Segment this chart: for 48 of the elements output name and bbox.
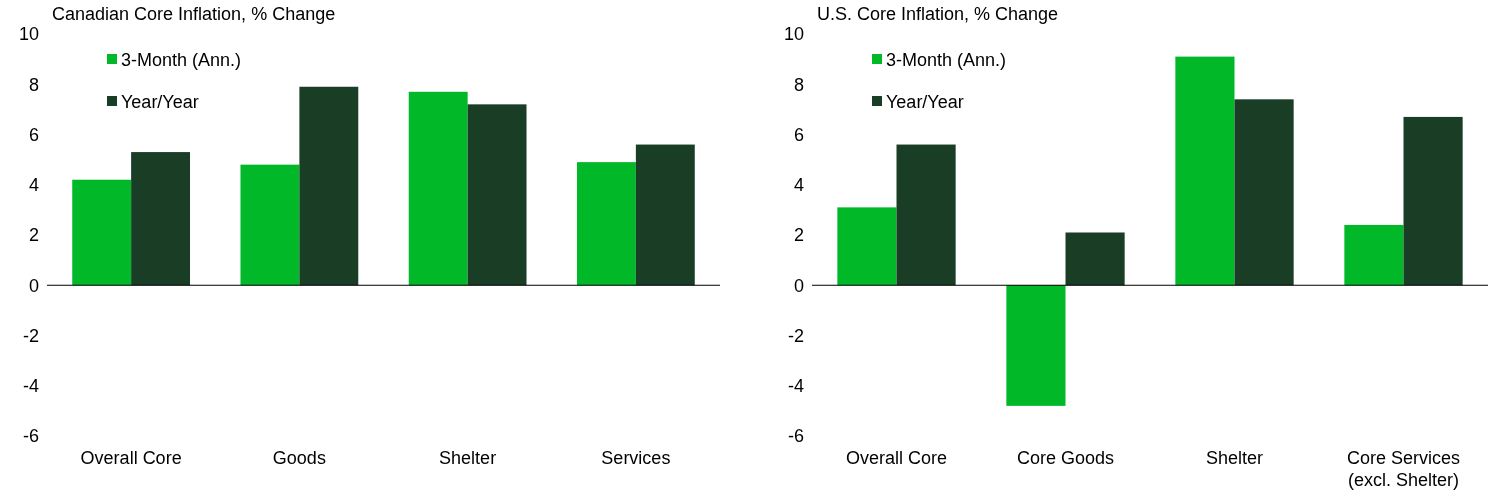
bar (1234, 99, 1294, 286)
legend-label: 3-Month (Ann.) (886, 50, 1007, 71)
bar (1175, 56, 1235, 286)
x-tick-label: Core Services (excl. Shelter) (1346, 448, 1461, 490)
y-tick-label: 8 (793, 74, 804, 95)
x-tick-label: Shelter (439, 448, 497, 468)
bar (1403, 116, 1463, 286)
y-tick-label: 10 (783, 24, 804, 45)
x-tick-label: Shelter (1205, 448, 1264, 468)
y-tick-label: -4 (22, 376, 39, 397)
bar (635, 144, 695, 286)
x-tick-label: Overall Core (80, 448, 182, 468)
y-tick-label: -2 (22, 325, 39, 346)
y-tick-label: 4 (793, 175, 804, 196)
y-tick-label: 6 (28, 124, 39, 145)
bar (1344, 224, 1404, 286)
y-tick-label: -4 (787, 376, 804, 397)
x-tick-label: Goods (272, 448, 326, 468)
bar (240, 164, 300, 286)
y-tick-label: 4 (28, 175, 39, 196)
y-tick-label: -2 (787, 325, 804, 346)
y-tick-label: 6 (793, 124, 804, 145)
y-tick-label: 10 (18, 24, 39, 45)
y-tick-label: 0 (793, 275, 804, 296)
chart-title: U.S. Core Inflation, % Change (817, 4, 1059, 24)
legend-label: Year/Year (121, 92, 199, 113)
y-tick-label: 2 (793, 225, 804, 246)
y-tick-label: 0 (28, 275, 39, 296)
bar (1065, 232, 1125, 286)
x-tick-label: Services (601, 448, 671, 468)
legend-label: 3-Month (Ann.) (121, 50, 242, 71)
bar (72, 179, 132, 286)
bar (1006, 285, 1066, 406)
y-tick-label: 8 (28, 74, 39, 95)
x-tick-label: Core Goods (1016, 448, 1115, 468)
bar (576, 162, 636, 286)
legend-label: Year/Year (886, 92, 964, 113)
chart-title: Canadian Core Inflation, % Change (52, 4, 336, 24)
y-tick-label: -6 (787, 426, 804, 447)
bar (131, 152, 191, 286)
bar (408, 91, 468, 286)
bar (896, 144, 956, 286)
bar (837, 207, 897, 286)
bar (467, 104, 527, 286)
bar (299, 86, 359, 286)
x-tick-label: Overall Core (845, 448, 948, 468)
y-tick-label: -6 (22, 426, 39, 447)
y-tick-label: 2 (28, 225, 39, 246)
